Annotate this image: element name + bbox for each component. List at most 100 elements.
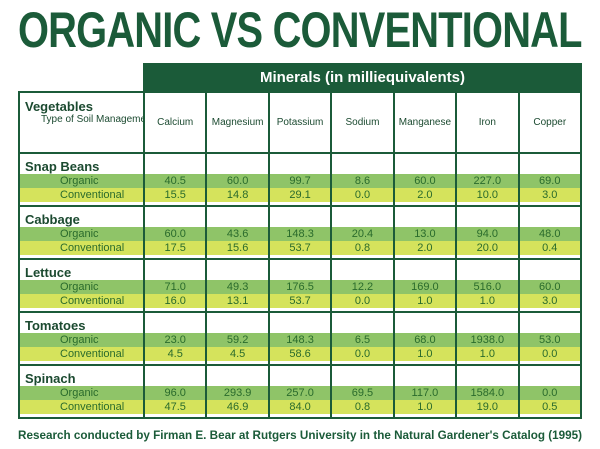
value-cell: 15.6 bbox=[205, 241, 270, 255]
value-cell: 293.9 bbox=[205, 386, 270, 400]
conventional-row: Conventional 47.5 46.9 84.0 0.8 1.0 19.0 0.5 bbox=[18, 400, 583, 414]
empty-cell bbox=[142, 202, 208, 207]
value-cell: 99.7 bbox=[267, 174, 333, 188]
empty-cell bbox=[517, 152, 583, 174]
empty-cell bbox=[392, 311, 458, 333]
empty-cell bbox=[392, 361, 458, 366]
empty-cell bbox=[517, 361, 583, 366]
empty-cell bbox=[267, 361, 333, 366]
empty-cell bbox=[142, 308, 208, 313]
empty-cell bbox=[142, 152, 208, 174]
empty-cell bbox=[267, 311, 333, 333]
organic-row: Organic 23.0 59.2 148.3 6.5 68.0 1938.0 53.0 bbox=[18, 333, 583, 347]
group-row: Lettuce bbox=[18, 258, 583, 280]
management-label: Organic bbox=[18, 386, 145, 400]
value-cell: 13.0 bbox=[392, 227, 458, 241]
value-cell: 19.0 bbox=[455, 400, 520, 414]
empty-cell bbox=[142, 311, 208, 333]
column-header-calcium: Calcium bbox=[142, 91, 208, 154]
value-cell: 94.0 bbox=[455, 227, 520, 241]
value-cell: 60.0 bbox=[517, 280, 583, 294]
conventional-row: Conventional 15.5 14.8 29.1 0.0 2.0 10.0 3.0 bbox=[18, 188, 583, 202]
value-cell: 148.3 bbox=[267, 333, 333, 347]
empty-cell bbox=[330, 258, 395, 280]
empty-cell bbox=[392, 255, 458, 260]
group-separator bbox=[18, 255, 583, 260]
conventional-row: Conventional 17.5 15.6 53.7 0.8 2.0 20.0 0.4 bbox=[18, 241, 583, 255]
value-cell: 48.0 bbox=[517, 227, 583, 241]
empty-cell bbox=[330, 202, 395, 207]
empty-cell bbox=[18, 414, 145, 419]
value-cell: 4.5 bbox=[142, 347, 208, 361]
empty-cell bbox=[392, 308, 458, 313]
empty-cell bbox=[517, 364, 583, 386]
value-cell: 69.0 bbox=[517, 174, 583, 188]
value-cell: 148.3 bbox=[267, 227, 333, 241]
value-cell: 53.0 bbox=[517, 333, 583, 347]
organic-row: Organic 40.5 60.0 99.7 8.6 60.0 227.0 69.0 bbox=[18, 174, 583, 188]
value-cell: 1584.0 bbox=[455, 386, 520, 400]
vegetable-name: Tomatoes bbox=[18, 311, 145, 333]
empty-cell bbox=[330, 364, 395, 386]
minerals-table: Vegetables Type of Soil Management Calcium… bbox=[18, 91, 583, 419]
value-cell: 40.5 bbox=[142, 174, 208, 188]
empty-cell bbox=[455, 152, 520, 174]
value-cell: 2.0 bbox=[392, 241, 458, 255]
empty-cell bbox=[267, 202, 333, 207]
management-label: Organic bbox=[18, 280, 145, 294]
conventional-row: Conventional 4.5 4.5 58.6 0.0 1.0 1.0 0.0 bbox=[18, 347, 583, 361]
conventional-row: Conventional 16.0 13.1 53.7 0.0 1.0 1.0 3.0 bbox=[18, 294, 583, 308]
value-cell: 0.4 bbox=[517, 241, 583, 255]
group-separator bbox=[18, 361, 583, 366]
empty-cell bbox=[142, 364, 208, 386]
empty-cell bbox=[517, 308, 583, 313]
empty-cell bbox=[392, 205, 458, 227]
empty-cell bbox=[267, 364, 333, 386]
value-cell: 1938.0 bbox=[455, 333, 520, 347]
column-header-manganese: Manganese bbox=[392, 91, 458, 154]
management-label: Organic bbox=[18, 333, 145, 347]
group-separator bbox=[18, 202, 583, 207]
empty-cell bbox=[330, 255, 395, 260]
value-cell: 516.0 bbox=[455, 280, 520, 294]
group-separator bbox=[18, 308, 583, 313]
value-cell: 4.5 bbox=[205, 347, 270, 361]
group-row: Tomatoes bbox=[18, 311, 583, 333]
organic-row: Organic 96.0 293.9 257.0 69.5 117.0 1584.0 0.0 bbox=[18, 386, 583, 400]
value-cell: 53.7 bbox=[267, 294, 333, 308]
empty-cell bbox=[517, 258, 583, 280]
value-cell: 117.0 bbox=[392, 386, 458, 400]
value-cell: 0.0 bbox=[330, 347, 395, 361]
empty-cell bbox=[142, 361, 208, 366]
vegetable-name: Lettuce bbox=[18, 258, 145, 280]
row-header-cell: Vegetables Type of Soil Management bbox=[18, 91, 145, 154]
value-cell: 16.0 bbox=[142, 294, 208, 308]
management-label: Conventional bbox=[18, 400, 145, 414]
empty-cell bbox=[455, 311, 520, 333]
value-cell: 43.6 bbox=[205, 227, 270, 241]
value-cell: 176.5 bbox=[267, 280, 333, 294]
vegetable-name: Spinach bbox=[18, 364, 145, 386]
empty-cell bbox=[455, 364, 520, 386]
value-cell: 12.2 bbox=[330, 280, 395, 294]
value-cell: 58.6 bbox=[267, 347, 333, 361]
empty-cell bbox=[205, 414, 270, 419]
empty-cell bbox=[455, 308, 520, 313]
value-cell: 14.8 bbox=[205, 188, 270, 202]
empty-cell bbox=[330, 361, 395, 366]
empty-cell bbox=[455, 255, 520, 260]
header-row: Vegetables Type of Soil Management Calcium… bbox=[18, 91, 583, 154]
empty-cell bbox=[517, 255, 583, 260]
value-cell: 3.0 bbox=[517, 188, 583, 202]
group-row: Cabbage bbox=[18, 205, 583, 227]
value-cell: 60.0 bbox=[142, 227, 208, 241]
value-cell: 47.5 bbox=[142, 400, 208, 414]
empty-cell bbox=[392, 414, 458, 419]
empty-cell bbox=[142, 255, 208, 260]
value-cell: 0.0 bbox=[330, 294, 395, 308]
value-cell: 169.0 bbox=[392, 280, 458, 294]
management-label: Organic bbox=[18, 174, 145, 188]
empty-cell bbox=[330, 308, 395, 313]
empty-cell bbox=[267, 258, 333, 280]
row-subheader: Type of Soil Management bbox=[41, 114, 144, 125]
